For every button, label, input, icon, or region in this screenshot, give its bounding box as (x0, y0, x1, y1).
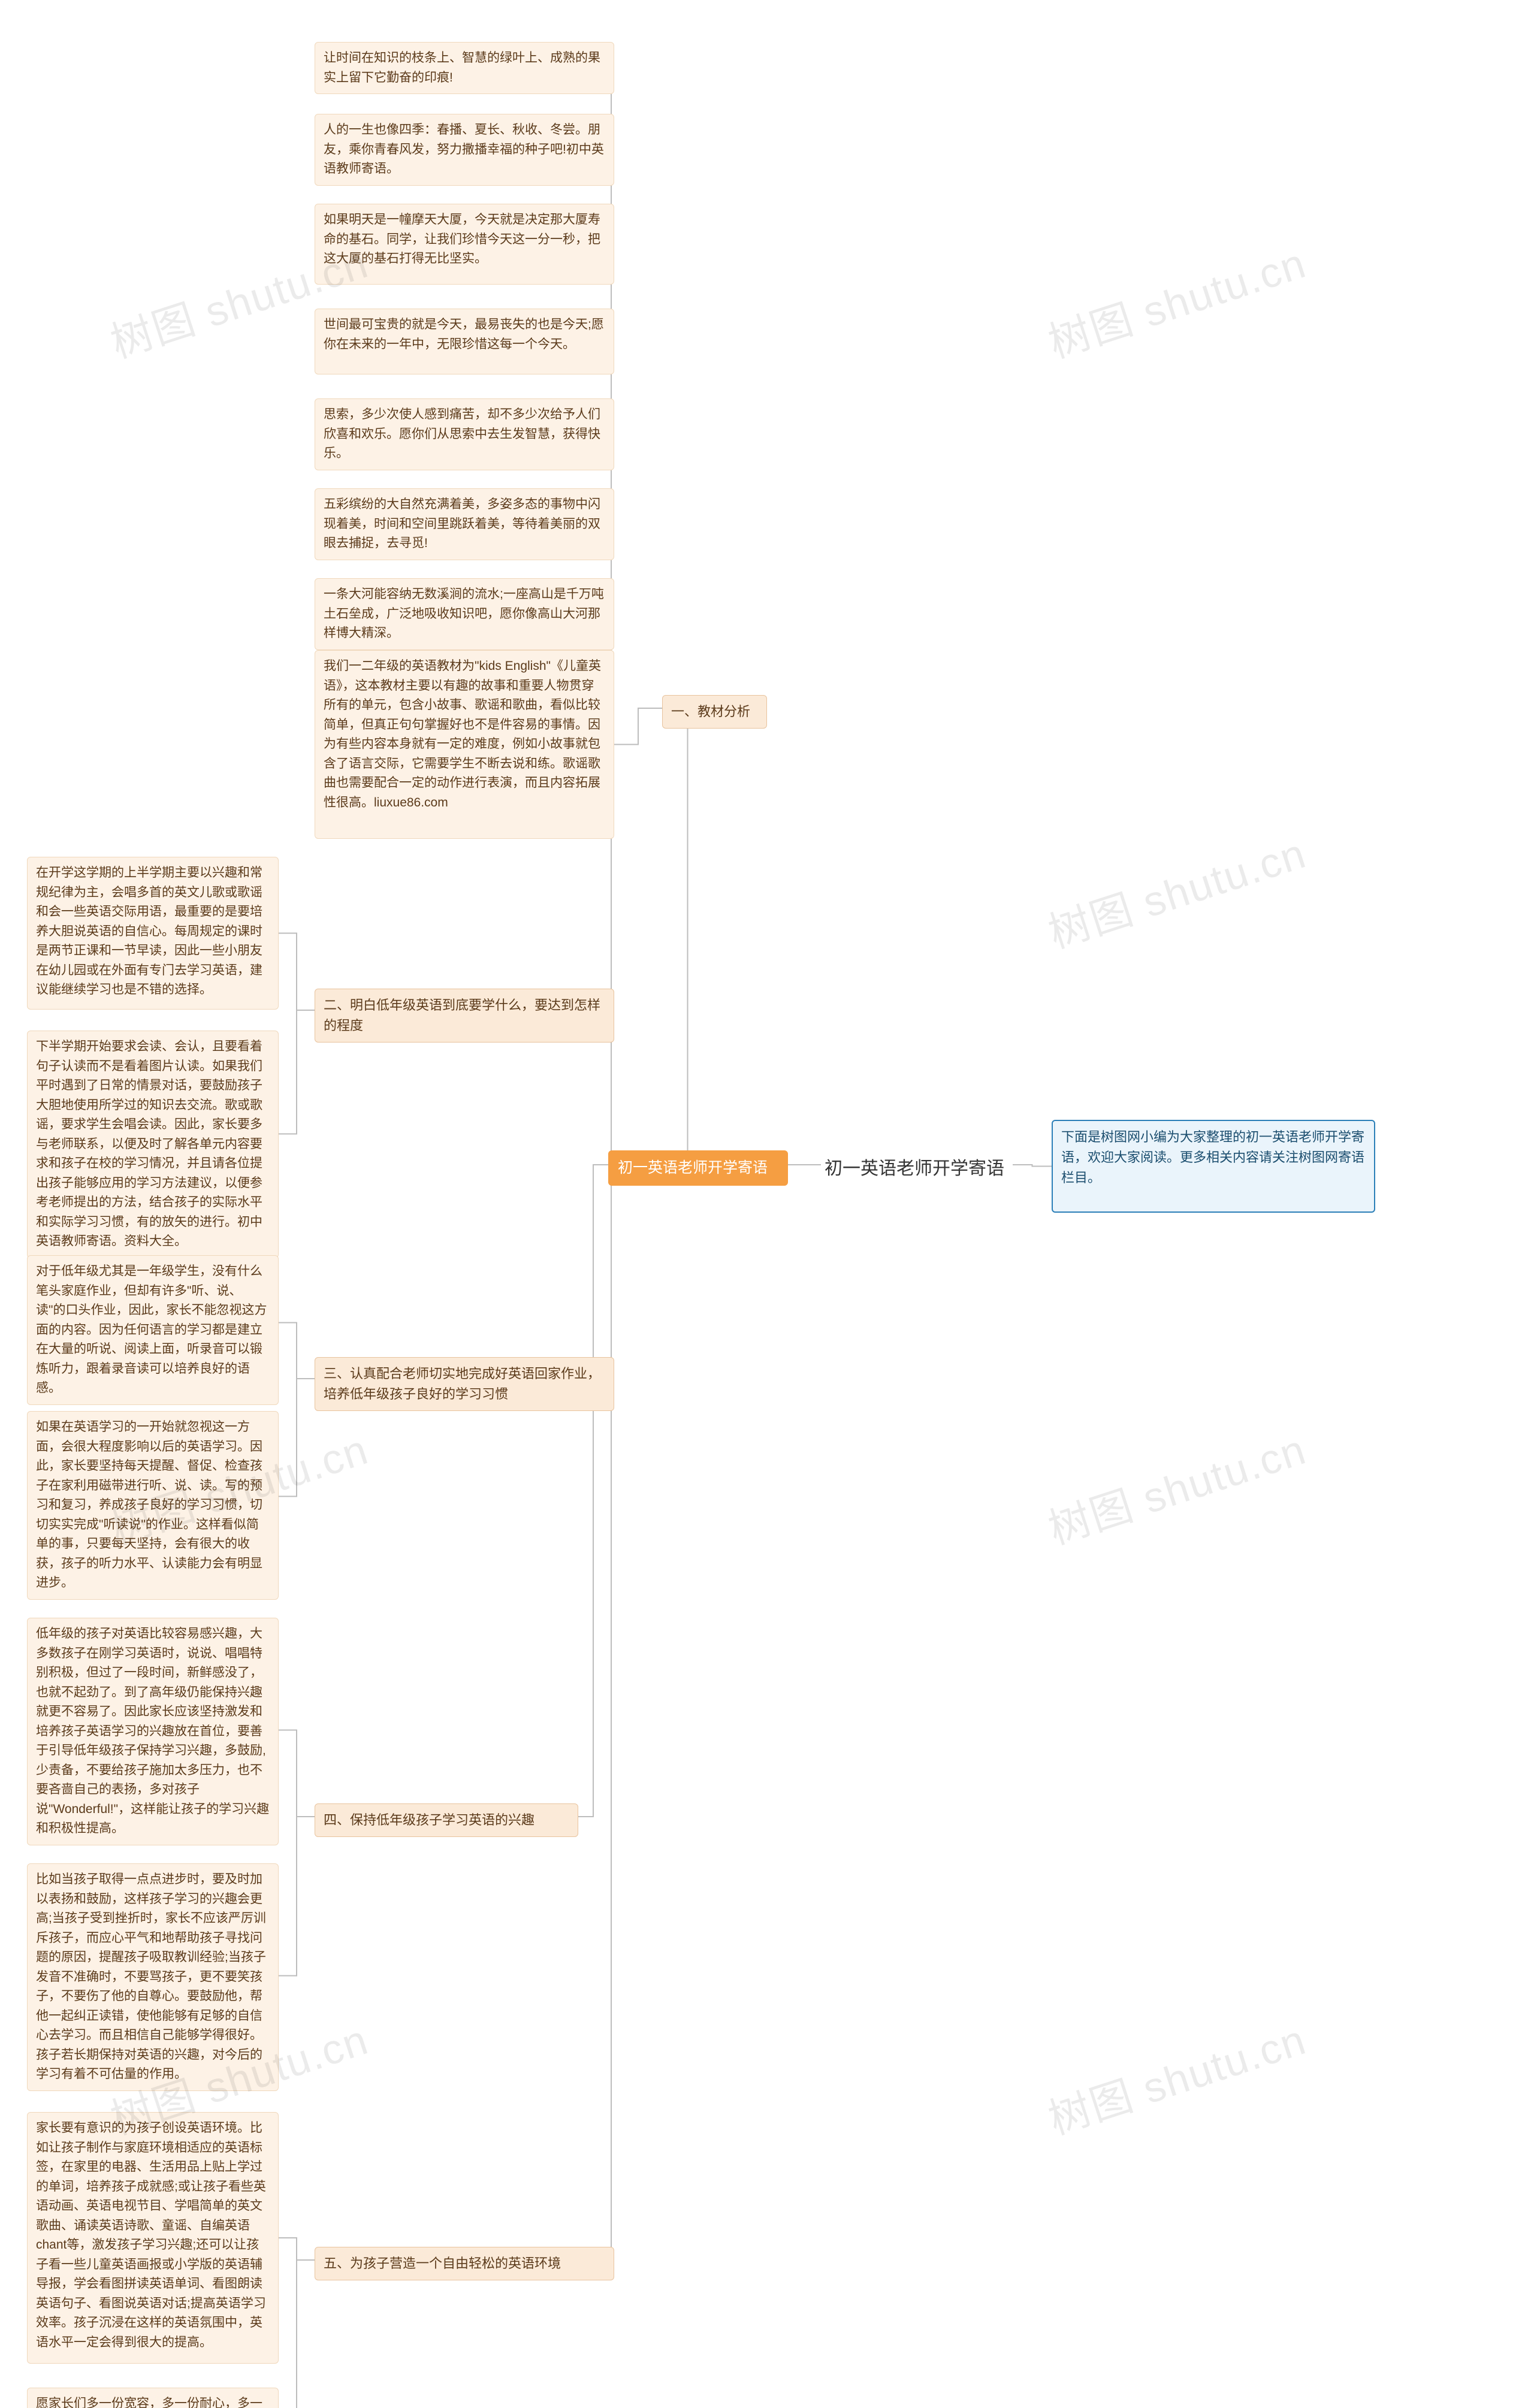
quote-4: 思索，多少次使人感到痛苦，却不多少次给予人们欣喜和欢乐。愿你们从思索中去生发智慧… (315, 398, 614, 470)
section-2-leaf-0: 在开学这学期的上半学期主要以兴趣和常规纪律为主，会唱多首的英文儿歌或歌谣和会一些… (27, 857, 279, 1010)
quote-2: 如果明天是一幢摩天大厦，今天就是决定那大厦寿命的基石。同学，让我们珍惜今天这一分… (315, 204, 614, 285)
section-1-leaf-0: 我们一二年级的英语教材为"kids English"《儿童英语》，这本教材主要以… (315, 650, 614, 839)
section-5-leaf-0: 家长要有意识的为孩子创设英语环境。比如让孩子制作与家庭环境相适应的英语标签，在家… (27, 2112, 279, 2364)
section-4-leaf-1: 比如当孩子取得一点点进步时，要及时加以表扬和鼓励，这样孩子学习的兴趣会更高;当孩… (27, 1863, 279, 2091)
section-3-title: 三、认真配合老师切实地完成好英语回家作业，培养低年级孩子良好的学习习惯 (315, 1357, 614, 1411)
watermark: 树图 shutu.cn (1040, 820, 1312, 960)
quote-5: 五彩缤纷的大自然充满着美，多姿多态的事物中闪现着美，时间和空间里跳跃着美，等待着… (315, 488, 614, 560)
quote-3: 世间最可宝贵的就是今天，最易丧失的也是今天;愿你在未来的一年中，无限珍惜这每一个… (315, 309, 614, 374)
root-center-title: 初一英语老师开学寄语 (821, 1150, 1013, 1188)
section-4-title: 四、保持低年级孩子学习英语的兴趣 (315, 1803, 578, 1837)
quote-0: 让时间在知识的枝条上、智慧的绿叶上、成熟的果实上留下它勤奋的印痕! (315, 42, 614, 94)
quote-1: 人的一生也像四季：春播、夏长、秋收、冬尝。朋友，乘你青春风发，努力撒播幸福的种子… (315, 114, 614, 186)
section-3-leaf-1: 如果在英语学习的一开始就忽视这一方面，会很大程度影响以后的英语学习。因此，家长要… (27, 1411, 279, 1600)
root-left-title: 初一英语老师开学寄语 (608, 1150, 788, 1186)
section-5-title: 五、为孩子营造一个自由轻松的英语环境 (315, 2247, 614, 2280)
section-4-leaf-0: 低年级的孩子对英语比较容易感兴趣，大多数孩子在刚学习英语时，说说、唱唱特别积极，… (27, 1618, 279, 1845)
root-right-summary: 下面是树图网小编为大家整理的初一英语老师开学寄语，欢迎大家阅读。更多相关内容请关… (1052, 1120, 1375, 1213)
section-5-leaf-1: 愿家长们多一份宽容，多一份耐心，多一份思考，让我们共同努力吧! (27, 2388, 279, 2408)
section-1-title: 一、教材分析 (662, 695, 767, 729)
watermark: 树图 shutu.cn (1040, 2007, 1312, 2147)
section-3-leaf-0: 对于低年级尤其是一年级学生，没有什么笔头家庭作业，但却有许多"听、说、读"的口头… (27, 1255, 279, 1405)
watermark: 树图 shutu.cn (1040, 230, 1312, 370)
section-2-title: 二、明白低年级英语到底要学什么，要达到怎样的程度 (315, 989, 614, 1043)
quote-6: 一条大河能容纳无数溪涧的流水;一座高山是千万吨土石垒成，广泛地吸收知识吧，愿你像… (315, 578, 614, 650)
watermark: 树图 shutu.cn (1040, 1416, 1312, 1557)
section-2-leaf-1: 下半学期开始要求会读、会认，且要看着句子认读而不是看着图片认读。如果我们平时遇到… (27, 1031, 279, 1258)
